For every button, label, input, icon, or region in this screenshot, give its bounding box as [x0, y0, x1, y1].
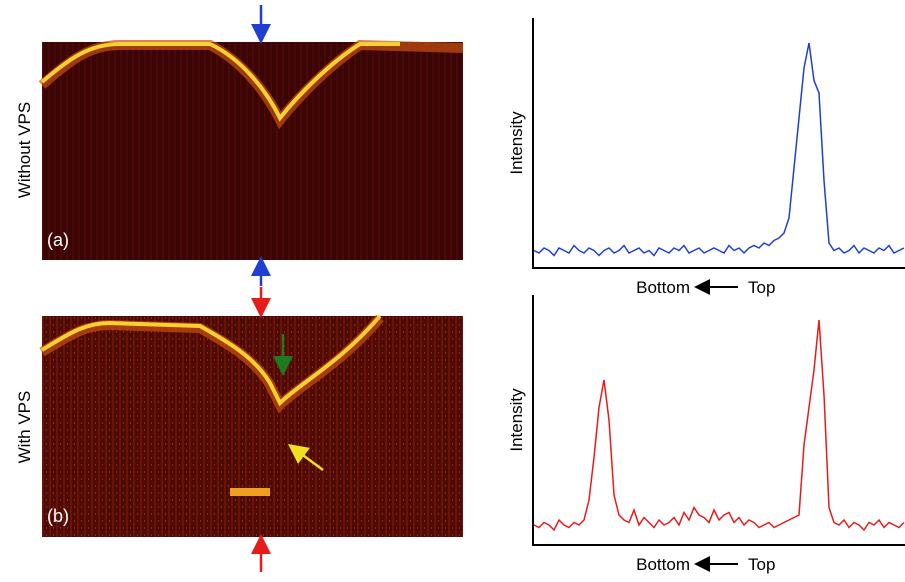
x-axis-label: Top	[748, 555, 775, 574]
panel-label: (b)	[47, 506, 69, 526]
side-label: Without VPS	[15, 102, 34, 198]
panel-label: (a)	[47, 230, 69, 250]
axes	[532, 18, 905, 269]
arrow	[287, 444, 324, 472]
bright-spot	[230, 488, 270, 496]
profile-line	[533, 319, 905, 532]
oct-image	[42, 316, 463, 537]
axes	[532, 295, 905, 546]
surface	[40, 42, 400, 122]
profile-line	[533, 42, 905, 257]
side-label: With VPS	[15, 391, 34, 464]
y-axis-label: Intensity	[507, 111, 526, 175]
x-axis-label: Top	[748, 278, 775, 297]
x-axis-label: Bottom	[636, 555, 690, 574]
y-axis-label: Intensity	[507, 388, 526, 452]
surface	[40, 314, 382, 407]
x-axis-label: Bottom	[636, 278, 690, 297]
